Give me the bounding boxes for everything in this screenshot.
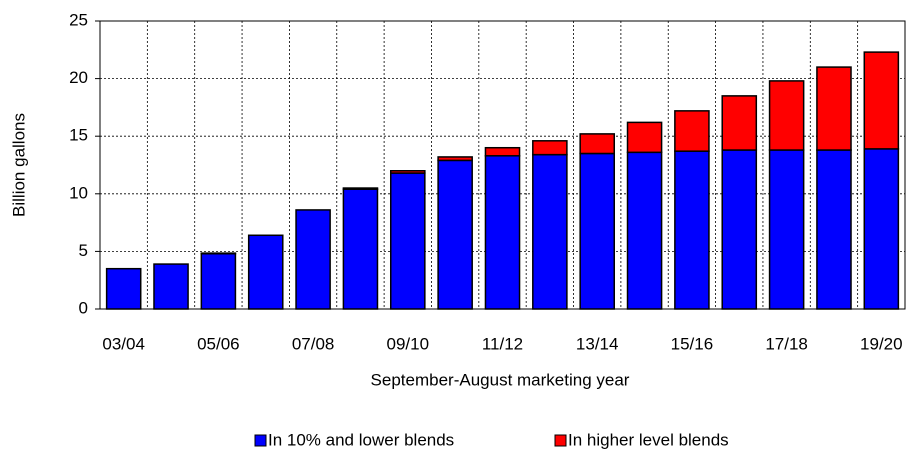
bar-segment (626, 151, 663, 310)
y-tick-label: 10 (69, 183, 88, 202)
bar-segment (768, 80, 805, 151)
plot-frame (99, 20, 906, 310)
bar-segment (532, 153, 568, 310)
x-tick-label: 17/18 (765, 334, 808, 353)
bar-segment (200, 252, 237, 255)
x-tick-label: 13/14 (576, 334, 619, 353)
y-tick-label: 0 (79, 298, 88, 317)
bar-segment (674, 150, 710, 310)
x-tick-label: 19/20 (860, 334, 903, 353)
bar-segment (721, 149, 758, 310)
bar-segment (626, 121, 663, 154)
bar-segment (437, 156, 473, 162)
bar-segment (247, 234, 284, 310)
bar-segment (295, 209, 331, 310)
bar-segment (863, 148, 900, 310)
x-tick-label: 07/08 (292, 334, 335, 353)
bar-segment (342, 188, 379, 310)
bar-segment (768, 149, 805, 310)
bar-segment (532, 140, 568, 156)
y-tick-label: 15 (69, 126, 88, 145)
y-tick-label: 25 (69, 10, 88, 29)
legend-swatch (254, 434, 267, 447)
bar-segment (484, 155, 521, 310)
bar-segment (579, 133, 616, 155)
bar-segment (153, 263, 189, 310)
y-tick-label: 5 (79, 241, 88, 260)
x-tick-label: 05/06 (197, 334, 240, 353)
bar-segment (389, 172, 426, 310)
bar-segment (342, 187, 379, 190)
legend-swatch (554, 434, 567, 447)
bar-segment (863, 51, 900, 150)
y-tick-label: 20 (69, 68, 88, 87)
bar-segment (105, 267, 142, 310)
bar-segment (484, 146, 521, 157)
legend-label: In 10% and lower blends (268, 430, 454, 449)
bar-segment (579, 152, 616, 310)
bar-segment (816, 149, 852, 310)
x-tick-label: 03/04 (102, 334, 145, 353)
bar-segment (389, 170, 426, 174)
x-tick-label: 09/10 (387, 334, 430, 353)
y-axis-title: Billion gallons (9, 113, 28, 217)
legend-label: In higher level blends (568, 430, 729, 449)
x-tick-label: 15/16 (671, 334, 714, 353)
bar-segment (816, 66, 852, 151)
bar-segment (200, 252, 237, 310)
x-axis-title: September-August marketing year (371, 370, 630, 389)
bar-segment (437, 159, 473, 310)
bar-segment (721, 95, 758, 151)
x-tick-label: 11/12 (482, 334, 523, 353)
bar-segment (674, 110, 710, 152)
